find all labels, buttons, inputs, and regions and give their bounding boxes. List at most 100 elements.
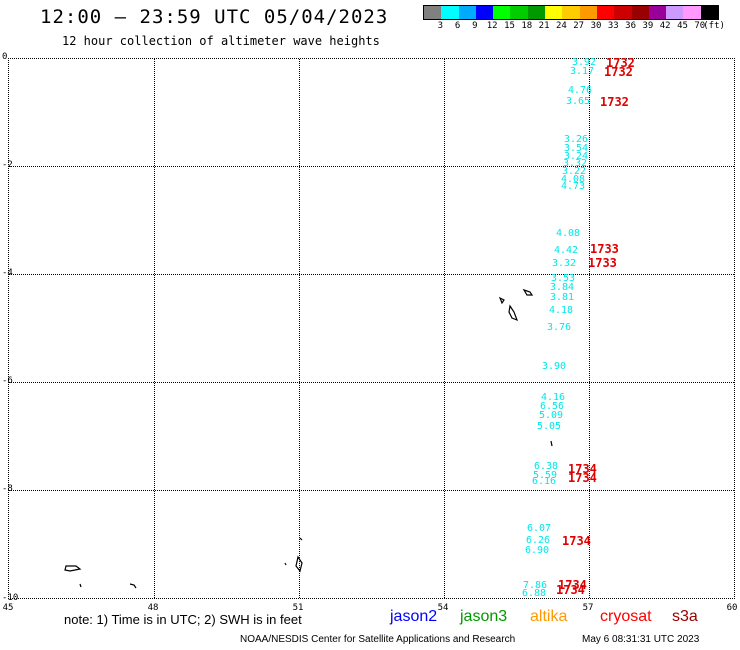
pass-time-label: 1733 (588, 256, 617, 270)
pass-time-label: 1734 (562, 534, 591, 548)
pass-time-label: 1732 (606, 56, 635, 70)
wave-height-label: 3.92 (572, 57, 597, 68)
footer-timestamp: May 6 08:31:31 UTC 2023 (582, 634, 700, 645)
wave-height-label: 3.84 (550, 282, 575, 293)
legend-swatch (666, 6, 684, 19)
legend-swatch (648, 6, 667, 19)
legend-swatch (493, 6, 511, 19)
wave-height-label: 3.76 (547, 322, 572, 333)
pass-time-label: 1732 (604, 65, 633, 79)
legend-tick: 12 (486, 21, 498, 31)
map-panel (8, 58, 735, 599)
wave-height-label: 6.88 (522, 588, 547, 599)
x-label-48: 48 (147, 603, 159, 613)
legend-tick: 45 (677, 21, 688, 31)
x-label-54: 54 (437, 603, 449, 613)
wave-height-label: 3.32 (552, 258, 577, 269)
note-text: note: 1) Time is in UTC; 2) SWH is in fe… (64, 612, 302, 627)
island-shape (129, 583, 137, 589)
island-shape (79, 583, 82, 588)
wave-height-label: 3.22 (562, 166, 587, 177)
wave-height-label: 6.90 (525, 545, 550, 556)
island-shape (64, 565, 82, 572)
wave-height-label: 3.26 (564, 134, 589, 145)
grid-line-48 (154, 59, 155, 598)
legend-tick: 18 (521, 21, 533, 31)
wave-height-label: 3.81 (550, 292, 575, 303)
wave-height-label: 3.90 (542, 361, 567, 372)
y-label-m6: -6 (2, 376, 13, 386)
island-shape (550, 440, 553, 447)
wave-height-label: 4.16 (541, 392, 566, 403)
chart-title: 12:00 – 23:59 UTC 05/04/2023 (40, 6, 389, 28)
island-shape (508, 304, 519, 322)
island-shape (498, 296, 505, 305)
y-label-m10: -10 (2, 593, 19, 603)
legend-swatch (441, 6, 459, 19)
legend-tick: 24 (555, 21, 567, 31)
legend-tick: 3 (437, 21, 444, 31)
legend-tick: 9 (472, 21, 478, 31)
legend-tick: 30 (590, 21, 602, 31)
wave-height-label: 3.54 (564, 143, 589, 154)
satellite-name: cryosat (600, 608, 652, 625)
x-label-57: 57 (582, 603, 594, 613)
legend-labels: 3 6 9 12 15 18 21 24 27 30 33 36 39 42 45 70 (ft) (423, 21, 733, 35)
wave-height-label: 6.38 (534, 461, 559, 472)
grid-line-54 (444, 59, 445, 598)
x-label-60: 60 (726, 603, 738, 613)
grid-line-51 (299, 59, 300, 598)
wave-height-label: 3.24 (564, 151, 589, 162)
grid-line-m2 (9, 166, 734, 167)
wave-height-label: 6.26 (526, 535, 551, 546)
wave-height-label: 4.42 (554, 245, 579, 256)
x-label-45: 45 (2, 603, 14, 613)
legend-swatch (631, 6, 649, 19)
wave-height-label: 4.76 (568, 85, 593, 96)
legend-swatch (596, 6, 615, 19)
legend-tick: (ft) (703, 21, 725, 31)
wave-height-label: 4.73 (561, 181, 586, 192)
legend-swatch (700, 6, 719, 19)
legend-tick: 39 (642, 21, 654, 31)
legend-swatch (683, 6, 701, 19)
grid-line-57 (589, 59, 590, 598)
legend-swatch (614, 6, 632, 19)
legend-tick: 42 (659, 21, 671, 31)
legend-tick: 21 (538, 21, 550, 31)
wave-height-label: 5.05 (537, 421, 562, 432)
satellite-name: jason2 (390, 608, 438, 625)
wave-height-label: 4.08 (556, 228, 581, 239)
wave-height-label: 5.09 (539, 410, 564, 421)
wave-height-label: 5.59 (533, 470, 558, 481)
wave-height-label: 6.07 (527, 523, 552, 534)
wave-height-label: 3.17 (570, 66, 595, 77)
pass-time-label: 1733 (590, 242, 619, 256)
wave-height-label: 3.32 (563, 158, 588, 169)
island-shape (299, 537, 303, 541)
wave-height-label: 4.18 (549, 305, 574, 316)
legend-swatch (424, 6, 442, 19)
legend-tick: 70 (694, 21, 706, 31)
island-shape (284, 562, 287, 566)
wave-height-label: 4.08 (561, 174, 586, 185)
legend-swatch (458, 6, 476, 19)
wave-height-label: 3.65 (566, 96, 591, 107)
legend-swatch (579, 6, 597, 19)
x-label-51: 51 (292, 603, 304, 613)
grid-line-m8 (9, 490, 734, 491)
legend-swatch (562, 6, 580, 19)
y-label-m8: -8 (2, 484, 13, 494)
legend-tick: 6 (454, 21, 461, 31)
pass-time-label: 1734 (568, 462, 597, 476)
footer-source: NOAA/NESDIS Center for Satellite Applica… (240, 634, 516, 645)
chart-subtitle: 12 hour collection of altimeter wave hei… (62, 34, 380, 48)
wave-height-label: 6.56 (540, 401, 565, 412)
grid-line-m4 (9, 274, 734, 275)
legend-tick: 15 (504, 21, 515, 31)
pass-time-label: 1734 (558, 578, 587, 592)
y-label-m4: -4 (2, 268, 13, 278)
wave-height-label: 6.16 (532, 476, 557, 487)
wave-height-label: 3.53 (551, 273, 576, 284)
